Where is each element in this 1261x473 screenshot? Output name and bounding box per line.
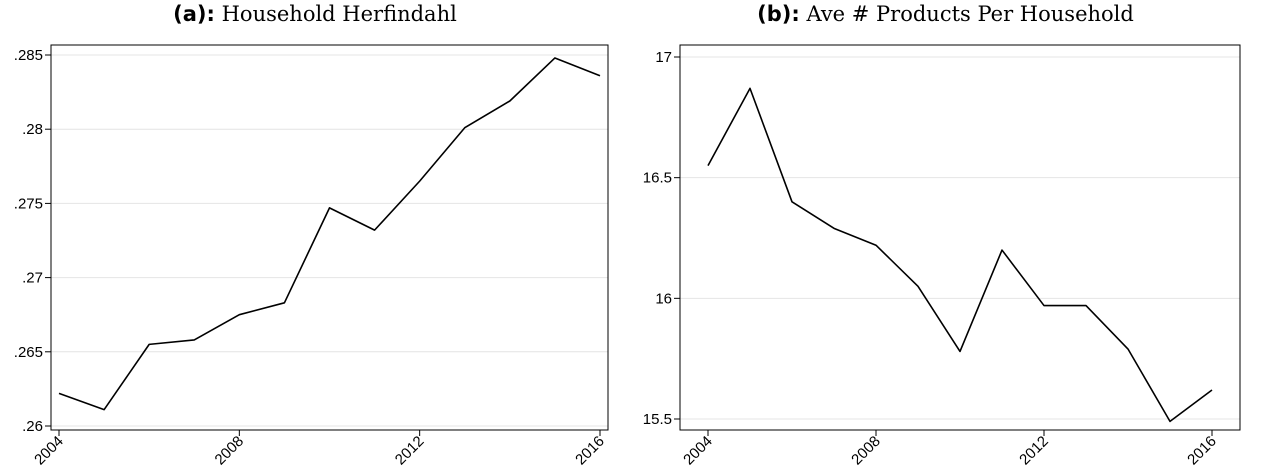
y-tick-label-b: 16.5 — [643, 170, 672, 187]
line-chart-b: 15.5 16 16.5 17 2004 2008 2012 2016 — [643, 44, 1241, 469]
y-tick-label-a: .265 — [14, 344, 43, 361]
x-tick-label-a: 2008 — [212, 433, 248, 469]
panel-a: (a): Household Herfindahl .26 .265 .27 .275… — [0, 0, 630, 473]
panel-label-a: (a): — [173, 2, 215, 26]
y-tick-label-a: .27 — [22, 270, 43, 287]
line-chart-a: .26 .265 .27 .275 .28 .285 2004 2008 2012 2016 — [14, 44, 609, 469]
y-tick-label-a: .275 — [14, 195, 43, 212]
series-line-a — [58, 57, 601, 411]
x-tick-label-b: 2004 — [680, 433, 716, 469]
y-tick-label-a: .26 — [22, 418, 43, 435]
y-tick-label-a: .28 — [22, 121, 43, 138]
x-tick-label-b: 2012 — [1016, 433, 1052, 469]
x-tick-label-a: 2012 — [392, 433, 428, 469]
series-line-b — [707, 87, 1213, 423]
panel-b: (b): Ave # Products Per Household 15.5 16… — [630, 0, 1261, 473]
chart-title-b: (b): Ave # Products Per Household — [630, 2, 1261, 26]
panel-label-b: (b): — [757, 2, 800, 26]
x-tick-label-b: 2008 — [848, 433, 884, 469]
plot-frame-b — [679, 44, 1241, 431]
title-text-b: Ave # Products Per Household — [806, 2, 1134, 26]
plot-frame-a — [50, 44, 609, 431]
y-tick-label-b: 15.5 — [643, 411, 672, 428]
title-text-a: Household Herfindahl — [221, 2, 457, 26]
x-tick-label-b: 2016 — [1184, 433, 1220, 469]
x-tick-label-a: 2004 — [31, 433, 67, 469]
y-tick-label-b: 17 — [655, 49, 672, 66]
x-tick-label-a: 2016 — [572, 433, 608, 469]
y-tick-label-b: 16 — [655, 290, 672, 307]
y-tick-label-a: .285 — [14, 47, 43, 64]
chart-title-a: (a): Household Herfindahl — [0, 2, 630, 26]
